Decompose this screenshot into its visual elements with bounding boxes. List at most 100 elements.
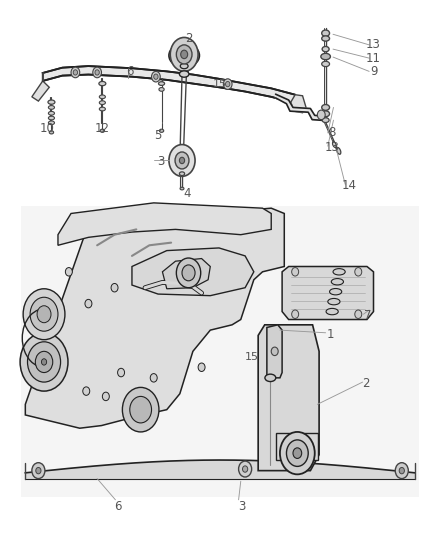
Ellipse shape [180, 63, 188, 69]
Text: 7: 7 [364, 309, 371, 322]
Ellipse shape [99, 95, 106, 99]
Circle shape [73, 70, 78, 75]
Ellipse shape [180, 71, 189, 77]
Text: 4: 4 [184, 187, 191, 200]
Polygon shape [58, 203, 271, 245]
Circle shape [198, 363, 205, 372]
Ellipse shape [159, 129, 164, 132]
Text: 11: 11 [366, 52, 381, 64]
Text: 3: 3 [157, 155, 165, 168]
Text: 6: 6 [114, 499, 122, 513]
Ellipse shape [333, 269, 345, 275]
Circle shape [223, 79, 232, 90]
Circle shape [271, 347, 278, 356]
Ellipse shape [329, 288, 342, 295]
Polygon shape [25, 208, 284, 428]
Ellipse shape [336, 148, 341, 154]
Circle shape [152, 71, 160, 82]
Ellipse shape [100, 129, 105, 132]
Circle shape [65, 268, 72, 276]
Ellipse shape [321, 53, 330, 60]
Ellipse shape [322, 30, 329, 36]
Ellipse shape [180, 172, 185, 175]
Ellipse shape [159, 82, 165, 85]
Circle shape [130, 397, 152, 423]
Ellipse shape [99, 82, 106, 86]
Text: 1: 1 [326, 328, 334, 341]
Ellipse shape [48, 100, 55, 104]
Text: 13: 13 [366, 38, 381, 51]
Text: 9: 9 [370, 65, 377, 78]
Circle shape [32, 463, 45, 479]
Ellipse shape [48, 121, 54, 125]
Polygon shape [258, 325, 319, 471]
Circle shape [93, 67, 102, 78]
Circle shape [286, 440, 308, 466]
Ellipse shape [180, 164, 185, 167]
Ellipse shape [99, 101, 106, 104]
Circle shape [399, 467, 404, 474]
Circle shape [292, 310, 299, 318]
Circle shape [42, 359, 47, 365]
Ellipse shape [322, 46, 329, 52]
Ellipse shape [322, 111, 329, 117]
Circle shape [83, 387, 90, 395]
Ellipse shape [328, 298, 340, 305]
Circle shape [154, 74, 158, 79]
Circle shape [355, 268, 362, 276]
Text: 15: 15 [213, 78, 227, 88]
Polygon shape [32, 81, 49, 101]
Circle shape [239, 461, 252, 477]
Circle shape [28, 342, 60, 382]
Ellipse shape [159, 87, 164, 91]
Text: 10: 10 [40, 122, 54, 135]
Text: 12: 12 [95, 122, 110, 135]
Circle shape [30, 297, 58, 331]
Circle shape [293, 448, 302, 458]
Circle shape [318, 110, 325, 119]
Text: 15: 15 [245, 352, 259, 361]
Ellipse shape [332, 142, 336, 148]
Text: 13: 13 [325, 141, 339, 154]
Circle shape [182, 265, 195, 281]
Circle shape [102, 392, 110, 401]
Ellipse shape [326, 309, 338, 315]
Polygon shape [43, 66, 295, 103]
Ellipse shape [48, 111, 54, 115]
Ellipse shape [265, 374, 276, 382]
Circle shape [243, 466, 248, 472]
Circle shape [175, 152, 189, 169]
Text: 8: 8 [328, 126, 336, 140]
Ellipse shape [169, 44, 199, 67]
Circle shape [226, 82, 230, 87]
Circle shape [111, 284, 118, 292]
Text: 6: 6 [126, 65, 134, 78]
Polygon shape [267, 325, 282, 378]
Circle shape [177, 258, 201, 288]
Circle shape [169, 144, 195, 176]
Ellipse shape [48, 106, 54, 109]
Ellipse shape [322, 36, 329, 41]
Polygon shape [291, 95, 306, 113]
Circle shape [355, 310, 362, 318]
Text: 5: 5 [154, 128, 162, 141]
Circle shape [71, 67, 80, 78]
Ellipse shape [180, 187, 184, 190]
Circle shape [117, 368, 124, 377]
Text: 2: 2 [362, 377, 370, 390]
Text: 14: 14 [341, 180, 356, 192]
Circle shape [280, 432, 315, 474]
Ellipse shape [322, 61, 329, 67]
Text: 2: 2 [185, 32, 192, 45]
Circle shape [36, 467, 41, 474]
Ellipse shape [322, 104, 329, 110]
Circle shape [181, 50, 187, 59]
Polygon shape [282, 266, 374, 319]
Ellipse shape [99, 107, 106, 111]
Circle shape [180, 157, 185, 164]
Circle shape [150, 374, 157, 382]
Polygon shape [162, 259, 210, 289]
Circle shape [20, 333, 68, 391]
Circle shape [177, 45, 192, 64]
Circle shape [23, 289, 65, 340]
